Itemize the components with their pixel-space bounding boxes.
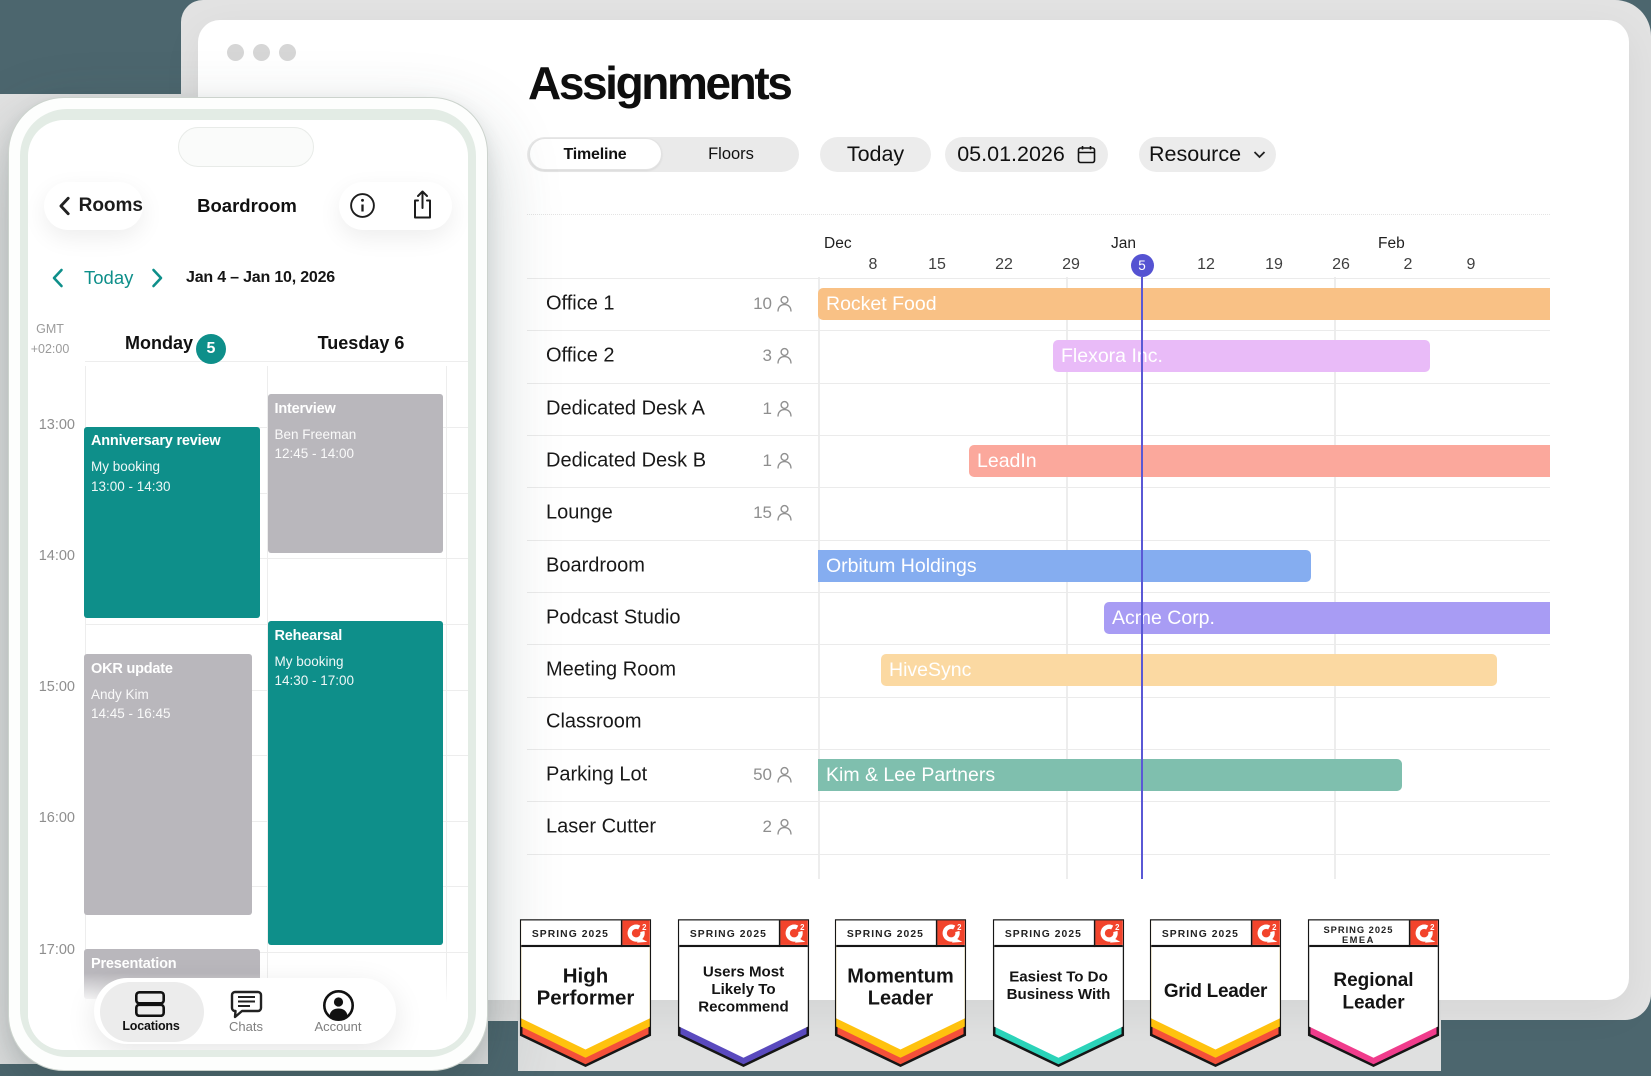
svg-text:2: 2: [1115, 923, 1120, 932]
svg-text:SPRING 2025: SPRING 2025: [1004, 929, 1081, 940]
svg-text:Users Most: Users Most: [702, 963, 783, 980]
svg-text:SPRING 2025: SPRING 2025: [532, 929, 609, 940]
svg-text:Likely To: Likely To: [711, 981, 775, 998]
svg-text:Regional: Regional: [1333, 970, 1413, 991]
svg-text:SPRING 2025: SPRING 2025: [1162, 929, 1239, 940]
svg-text:SPRING 2025: SPRING 2025: [1323, 925, 1393, 935]
svg-text:2: 2: [642, 923, 647, 932]
svg-text:EMEA: EMEA: [1341, 935, 1374, 945]
svg-text:High: High: [563, 964, 608, 987]
svg-text:2: 2: [1272, 923, 1277, 932]
svg-text:Leader: Leader: [868, 988, 934, 1010]
svg-text:Performer: Performer: [537, 987, 635, 1010]
svg-text:Easiest To Do: Easiest To Do: [1009, 968, 1108, 985]
svg-text:Grid Leader: Grid Leader: [1164, 981, 1268, 1002]
svg-text:Business With: Business With: [1006, 986, 1110, 1003]
svg-text:2: 2: [1430, 923, 1435, 932]
svg-text:Recommend: Recommend: [698, 999, 789, 1016]
svg-text:SPRING 2025: SPRING 2025: [847, 929, 924, 940]
svg-text:Leader: Leader: [1342, 993, 1405, 1014]
svg-text:SPRING 2025: SPRING 2025: [689, 929, 766, 940]
svg-text:Momentum: Momentum: [847, 965, 953, 987]
svg-text:2: 2: [957, 923, 962, 932]
svg-text:2: 2: [800, 923, 805, 932]
